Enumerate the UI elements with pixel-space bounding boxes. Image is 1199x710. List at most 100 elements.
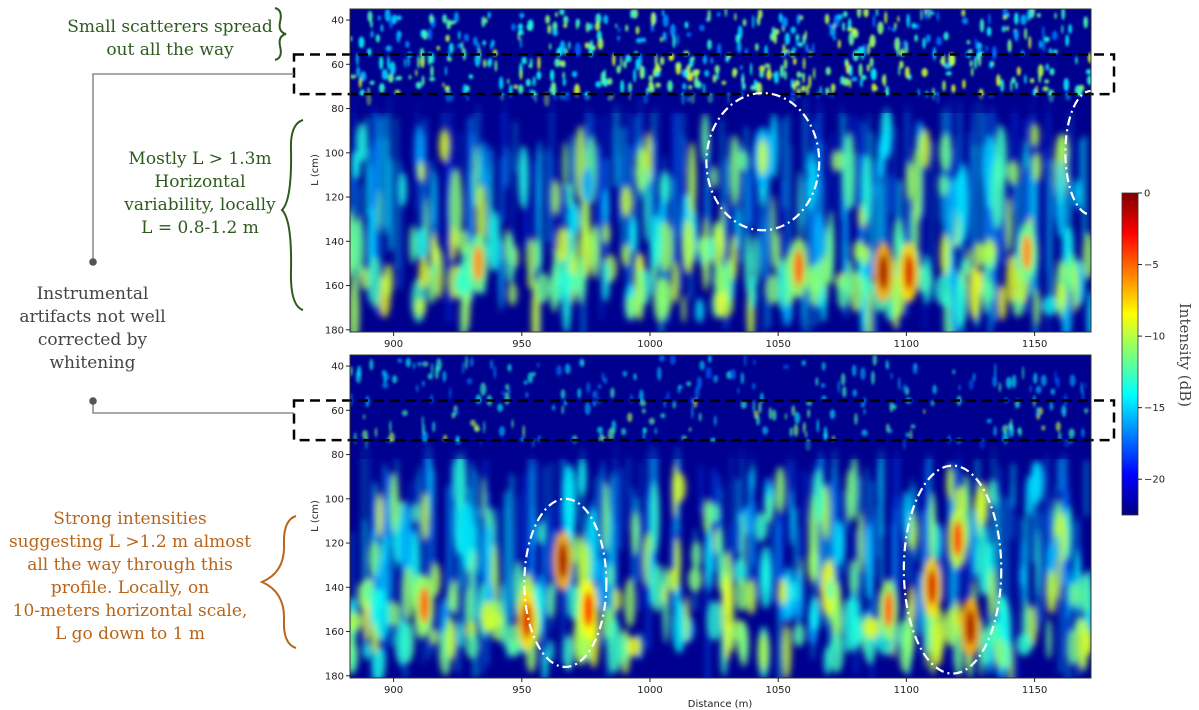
bottom-speckle <box>356 365 362 378</box>
bottom-speckle <box>498 425 506 437</box>
annotation-scatterers: Small scatterers spread out all the way <box>50 16 290 62</box>
bottom-intensity-blob <box>372 646 386 678</box>
bottom-speckle <box>691 405 694 419</box>
bottom-speckle <box>694 386 700 400</box>
top-texture-streak <box>395 117 398 270</box>
bottom-speckle <box>860 367 866 381</box>
top-highlight-ellipse <box>705 91 821 232</box>
top-speckle <box>796 71 802 79</box>
top-speckle <box>1001 25 1006 33</box>
bottom-intensity-blob <box>465 632 480 659</box>
top-speckle <box>800 85 806 92</box>
bottom-speckle <box>696 376 702 390</box>
top-intensity-blob <box>560 267 574 296</box>
bottom-intensity-blob <box>1068 582 1081 607</box>
top-texture-streak <box>809 153 814 306</box>
bottom-speckle <box>480 382 487 396</box>
top-speckle <box>884 11 888 24</box>
bottom-intensity-blob <box>673 537 682 583</box>
top-speckle <box>752 14 755 29</box>
top-speckle <box>662 31 667 42</box>
bottom-surface-speckle <box>350 355 1089 452</box>
top-speckle <box>638 53 642 67</box>
bottom-intensity-blob <box>977 521 989 596</box>
annotation-instrumental-artifacts: Instrumental artifacts not well correcte… <box>10 283 175 375</box>
top-intensity-blob <box>1086 290 1091 332</box>
bottom-y-axis: 40 60 80 100 120 140 160 180 <box>325 362 350 682</box>
top-intensity-blob <box>1024 139 1029 173</box>
top-intensity-blob <box>836 276 849 310</box>
top-x-tick-label: 1050 <box>765 339 790 350</box>
top-intensity-blob <box>713 261 726 296</box>
annotation-line: suggesting L >1.2 m almost <box>8 532 252 552</box>
top-texture-streak <box>377 117 382 224</box>
top-speckle <box>872 14 876 28</box>
top-speckle <box>771 26 776 36</box>
top-texture-streak <box>571 145 574 206</box>
top-speckle <box>481 16 486 28</box>
bottom-y-tick-label: 140 <box>325 583 344 594</box>
top-speckle <box>350 74 357 79</box>
bottom-intensity-blob <box>453 453 467 511</box>
top-speckle <box>594 21 601 31</box>
horizontal-brace-icon <box>280 119 304 311</box>
top-speckle <box>755 82 763 96</box>
top-speckle <box>951 84 956 93</box>
top-intensity-blob <box>1007 160 1020 185</box>
top-texture-streak <box>820 142 825 254</box>
bottom-texture-streak <box>965 528 970 663</box>
bottom-speckle <box>752 359 757 365</box>
bottom-speckle <box>641 408 646 414</box>
bottom-intensity-blob <box>619 633 627 664</box>
colorbar: 0 −5 −10 −15 −20 Intensity (dB) <box>1121 189 1194 516</box>
top-speckle <box>1014 28 1019 42</box>
bottom-texture-streak <box>793 508 798 610</box>
bottom-speckle <box>768 407 773 420</box>
top-speckle <box>367 87 370 92</box>
bottom-texture-streak <box>650 443 653 496</box>
top-speckle <box>415 69 418 77</box>
top-speckle <box>698 24 705 31</box>
top-texture-streak <box>913 121 916 154</box>
top-speckle <box>662 14 669 28</box>
top-intensity-blob <box>377 189 382 234</box>
top-texture-streak <box>1034 166 1039 311</box>
top-speckle <box>1087 75 1091 86</box>
top-speckle <box>796 13 801 25</box>
top-intensity-blob <box>738 149 749 171</box>
top-speckle <box>672 34 676 49</box>
top-texture-streak <box>615 104 619 186</box>
top-speckle <box>527 19 534 31</box>
top-intensity-blob <box>418 257 430 289</box>
top-speckle <box>616 65 621 74</box>
bottom-speckle <box>1021 366 1025 380</box>
bottom-texture-streak <box>955 501 960 638</box>
bottom-speckle <box>793 423 799 437</box>
top-x-tick-label: 1150 <box>1022 339 1047 350</box>
top-intensity-blob <box>1032 151 1042 182</box>
top-texture-streak <box>706 136 711 283</box>
top-speckle <box>632 9 639 19</box>
bottom-texture-streak <box>788 453 791 512</box>
bottom-texture-streak <box>560 457 565 495</box>
top-speckle <box>1083 16 1089 29</box>
bottom-texture-streak <box>369 443 372 599</box>
top-intensity-blob <box>831 150 844 172</box>
top-speckle <box>646 87 650 94</box>
bottom-y-tick-label: 120 <box>325 539 344 550</box>
bottom-intensity-blob <box>1079 574 1091 615</box>
bottom-intensity-blob <box>774 466 786 514</box>
bottom-y-tick-label: 40 <box>331 362 344 373</box>
top-intensity-blob <box>649 215 662 269</box>
top-speckle <box>875 9 879 17</box>
bottom-speckle <box>968 379 974 390</box>
bottom-intensity-blob <box>745 578 757 615</box>
bottom-speckle <box>1049 401 1054 411</box>
bottom-speckle <box>688 427 692 432</box>
top-intensity-blob <box>507 282 518 306</box>
top-speckle <box>874 86 878 91</box>
top-speckle <box>547 24 552 35</box>
bottom-speckle <box>1002 424 1008 434</box>
top-speckle <box>741 77 745 83</box>
bottom-speckle <box>629 393 633 404</box>
